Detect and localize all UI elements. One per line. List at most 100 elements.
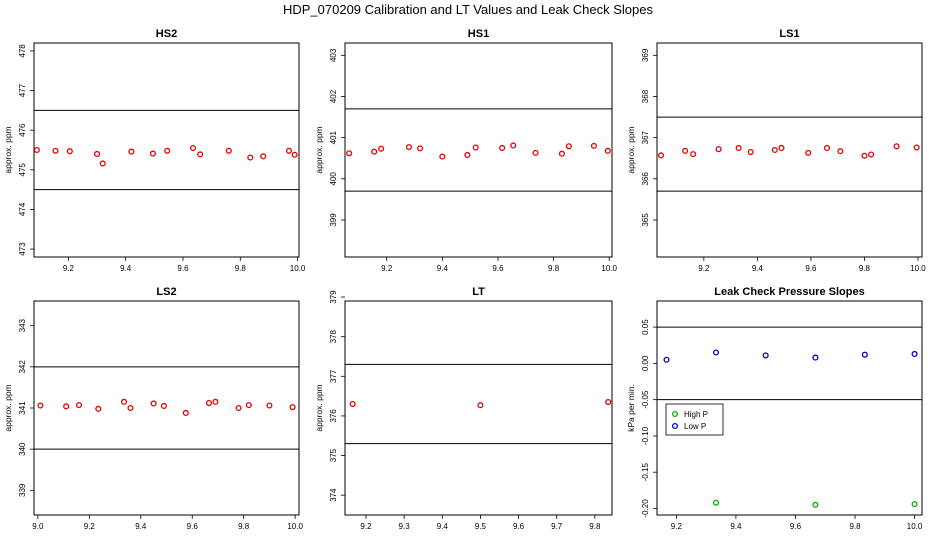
x-tick-label: 9.6 [187,522,199,531]
data-point-data [33,146,40,154]
data-point-data [893,143,900,150]
panel-title: Leak Check Pressure Slopes [714,286,864,298]
data-point-data [247,154,254,161]
data-point-data [439,153,446,160]
data-point-data [291,151,298,158]
plot-frame [344,42,613,258]
y-axis-label: approx. ppm [314,384,324,431]
x-tick-label: 9.2 [671,522,683,531]
y-axis-label: kPa per min. [626,384,636,432]
panel-title: LS1 [779,28,799,40]
panel-lt: LT 9.2 9.3 9.4 9.5 9.6 9.7 9.8 374 375 376 377 378 37… [314,286,613,531]
x-tick-label: 9.4 [135,522,147,531]
legend-box [665,403,724,436]
data-point-data [93,150,101,158]
data-point-data [499,144,506,151]
data-point-data [605,399,612,406]
data-point-data [182,409,189,416]
data-point-data [127,404,134,412]
data-point-data [245,402,252,409]
data-point-data [120,398,128,405]
data-point-data [197,151,204,158]
x-tick-label: 9.2 [381,264,393,273]
data-point-data [266,402,273,409]
y-tick-label: 378 [329,329,338,343]
x-tick-label: 10.0 [287,522,303,531]
y-tick-label: 367 [641,130,650,144]
data-point-data [189,144,197,152]
panel-title: LT [472,286,485,298]
data-point-data [289,404,296,411]
data-point-data [715,146,722,153]
y-tick-label: 379 [329,290,338,304]
legend-marker-high-p [671,410,679,418]
x-tick-label: 9.2 [698,264,710,273]
data-point-data [837,148,844,155]
data-point-data [477,402,484,409]
data-point-data [823,144,831,151]
data-point-data [913,144,920,151]
x-tick-label: 9.6 [177,264,189,273]
x-tick-label: 9.4 [752,264,764,273]
y-tick-label: 365 [641,213,650,227]
x-tick-label: 10.0 [910,264,926,273]
data-point-data [565,143,572,150]
y-tick-label: 0.05 [641,319,650,335]
panel-ls2: LS2 9.0 9.2 9.4 9.6 9.8 10.0 339 340 341 342 343 app… [3,286,303,531]
data-point-data [464,151,471,158]
y-tick-label: 340 [18,442,27,456]
data-point-data [95,405,102,412]
y-tick-label: -0.20 [641,499,650,518]
plot-frame [33,42,300,258]
data-point-data [771,146,778,154]
panel-title: HS1 [468,28,489,40]
x-tick-label: 9.6 [492,264,504,273]
data-point-data [657,152,665,159]
x-tick-label: 9.8 [235,264,247,273]
y-tick-label: 342 [18,360,27,374]
x-tick-label: 9.0 [32,522,44,531]
x-tick-label: 10.0 [601,264,617,273]
data-point-data [52,147,59,154]
y-tick-label: 0.00 [641,355,650,371]
data-point-high-p [812,501,819,508]
data-point-data [405,144,413,151]
data-point-data [604,147,611,154]
x-tick-label: 10.0 [907,522,923,531]
y-tick-label: 478 [18,44,27,58]
data-point-data [747,149,754,156]
y-tick-label: 473 [18,242,27,256]
data-point-data [99,160,106,167]
x-tick-label: 9.6 [790,522,802,531]
data-point-data [75,402,83,409]
data-point-data [682,147,689,154]
x-tick-label: 9.7 [551,522,563,531]
y-tick-label: -0.05 [641,390,650,409]
data-point-low-p [762,352,769,359]
data-point-data [378,145,385,152]
data-point-data [805,149,812,156]
data-point-data [235,404,242,412]
data-point-data [37,402,44,409]
data-point-data [225,147,232,154]
data-point-low-p [861,351,868,358]
data-point-data [150,400,157,407]
y-axis-label: approx. ppm [3,126,13,173]
data-point-data [164,147,171,154]
data-point-data [778,144,785,151]
data-point-low-p [911,350,918,358]
y-tick-label: 401 [329,130,338,144]
data-point-data [510,142,517,149]
data-point-data [66,148,73,155]
y-tick-label: 400 [329,172,338,186]
data-point-data [149,150,156,157]
x-tick-label: 9.4 [730,522,742,531]
legend-label-high-p: High P [684,410,708,419]
data-point-high-p [911,501,918,508]
y-tick-label: -0.10 [641,426,650,445]
x-tick-label: 9.8 [589,522,601,531]
x-tick-label: 10.0 [290,264,306,273]
data-point-low-p [812,354,819,361]
x-tick-label: 9.2 [63,264,75,273]
